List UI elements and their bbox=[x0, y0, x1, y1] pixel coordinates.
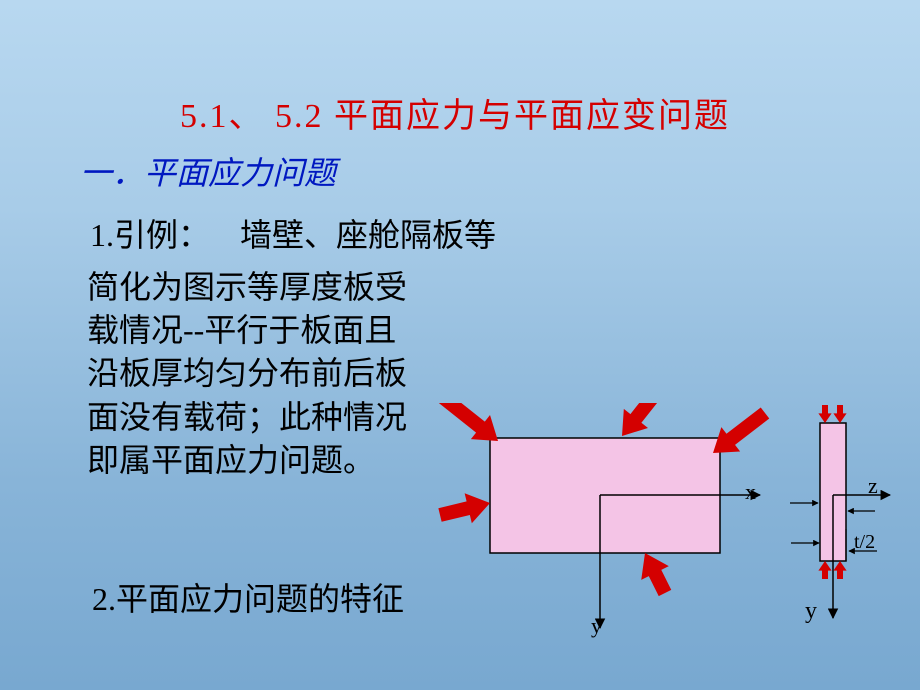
diagram-svg bbox=[430, 403, 900, 643]
axis-z-label: z bbox=[868, 473, 878, 499]
slide-title: 5.1、 5.2 平面应力与平面应变问题 bbox=[180, 88, 730, 137]
body-paragraph: 简化为图示等厚度板受载情况--平行于板面且沿板厚均匀分布前后板面没有载荷；此种情… bbox=[87, 266, 417, 482]
intro-label: 1.引例： bbox=[90, 210, 210, 256]
diagram-container: x y y z t/2 bbox=[430, 403, 900, 643]
t2-label: t/2 bbox=[854, 531, 875, 554]
axis-y1-label: y bbox=[591, 613, 602, 639]
features-heading: 2.平面应力问题的特征 bbox=[92, 574, 404, 620]
intro-text: 墙壁、座舱隔板等 bbox=[240, 210, 496, 256]
axis-y2-label: y bbox=[805, 598, 817, 625]
axis-x-label: x bbox=[745, 479, 756, 505]
section-1-header: 一．平面应力问题 bbox=[80, 148, 336, 194]
